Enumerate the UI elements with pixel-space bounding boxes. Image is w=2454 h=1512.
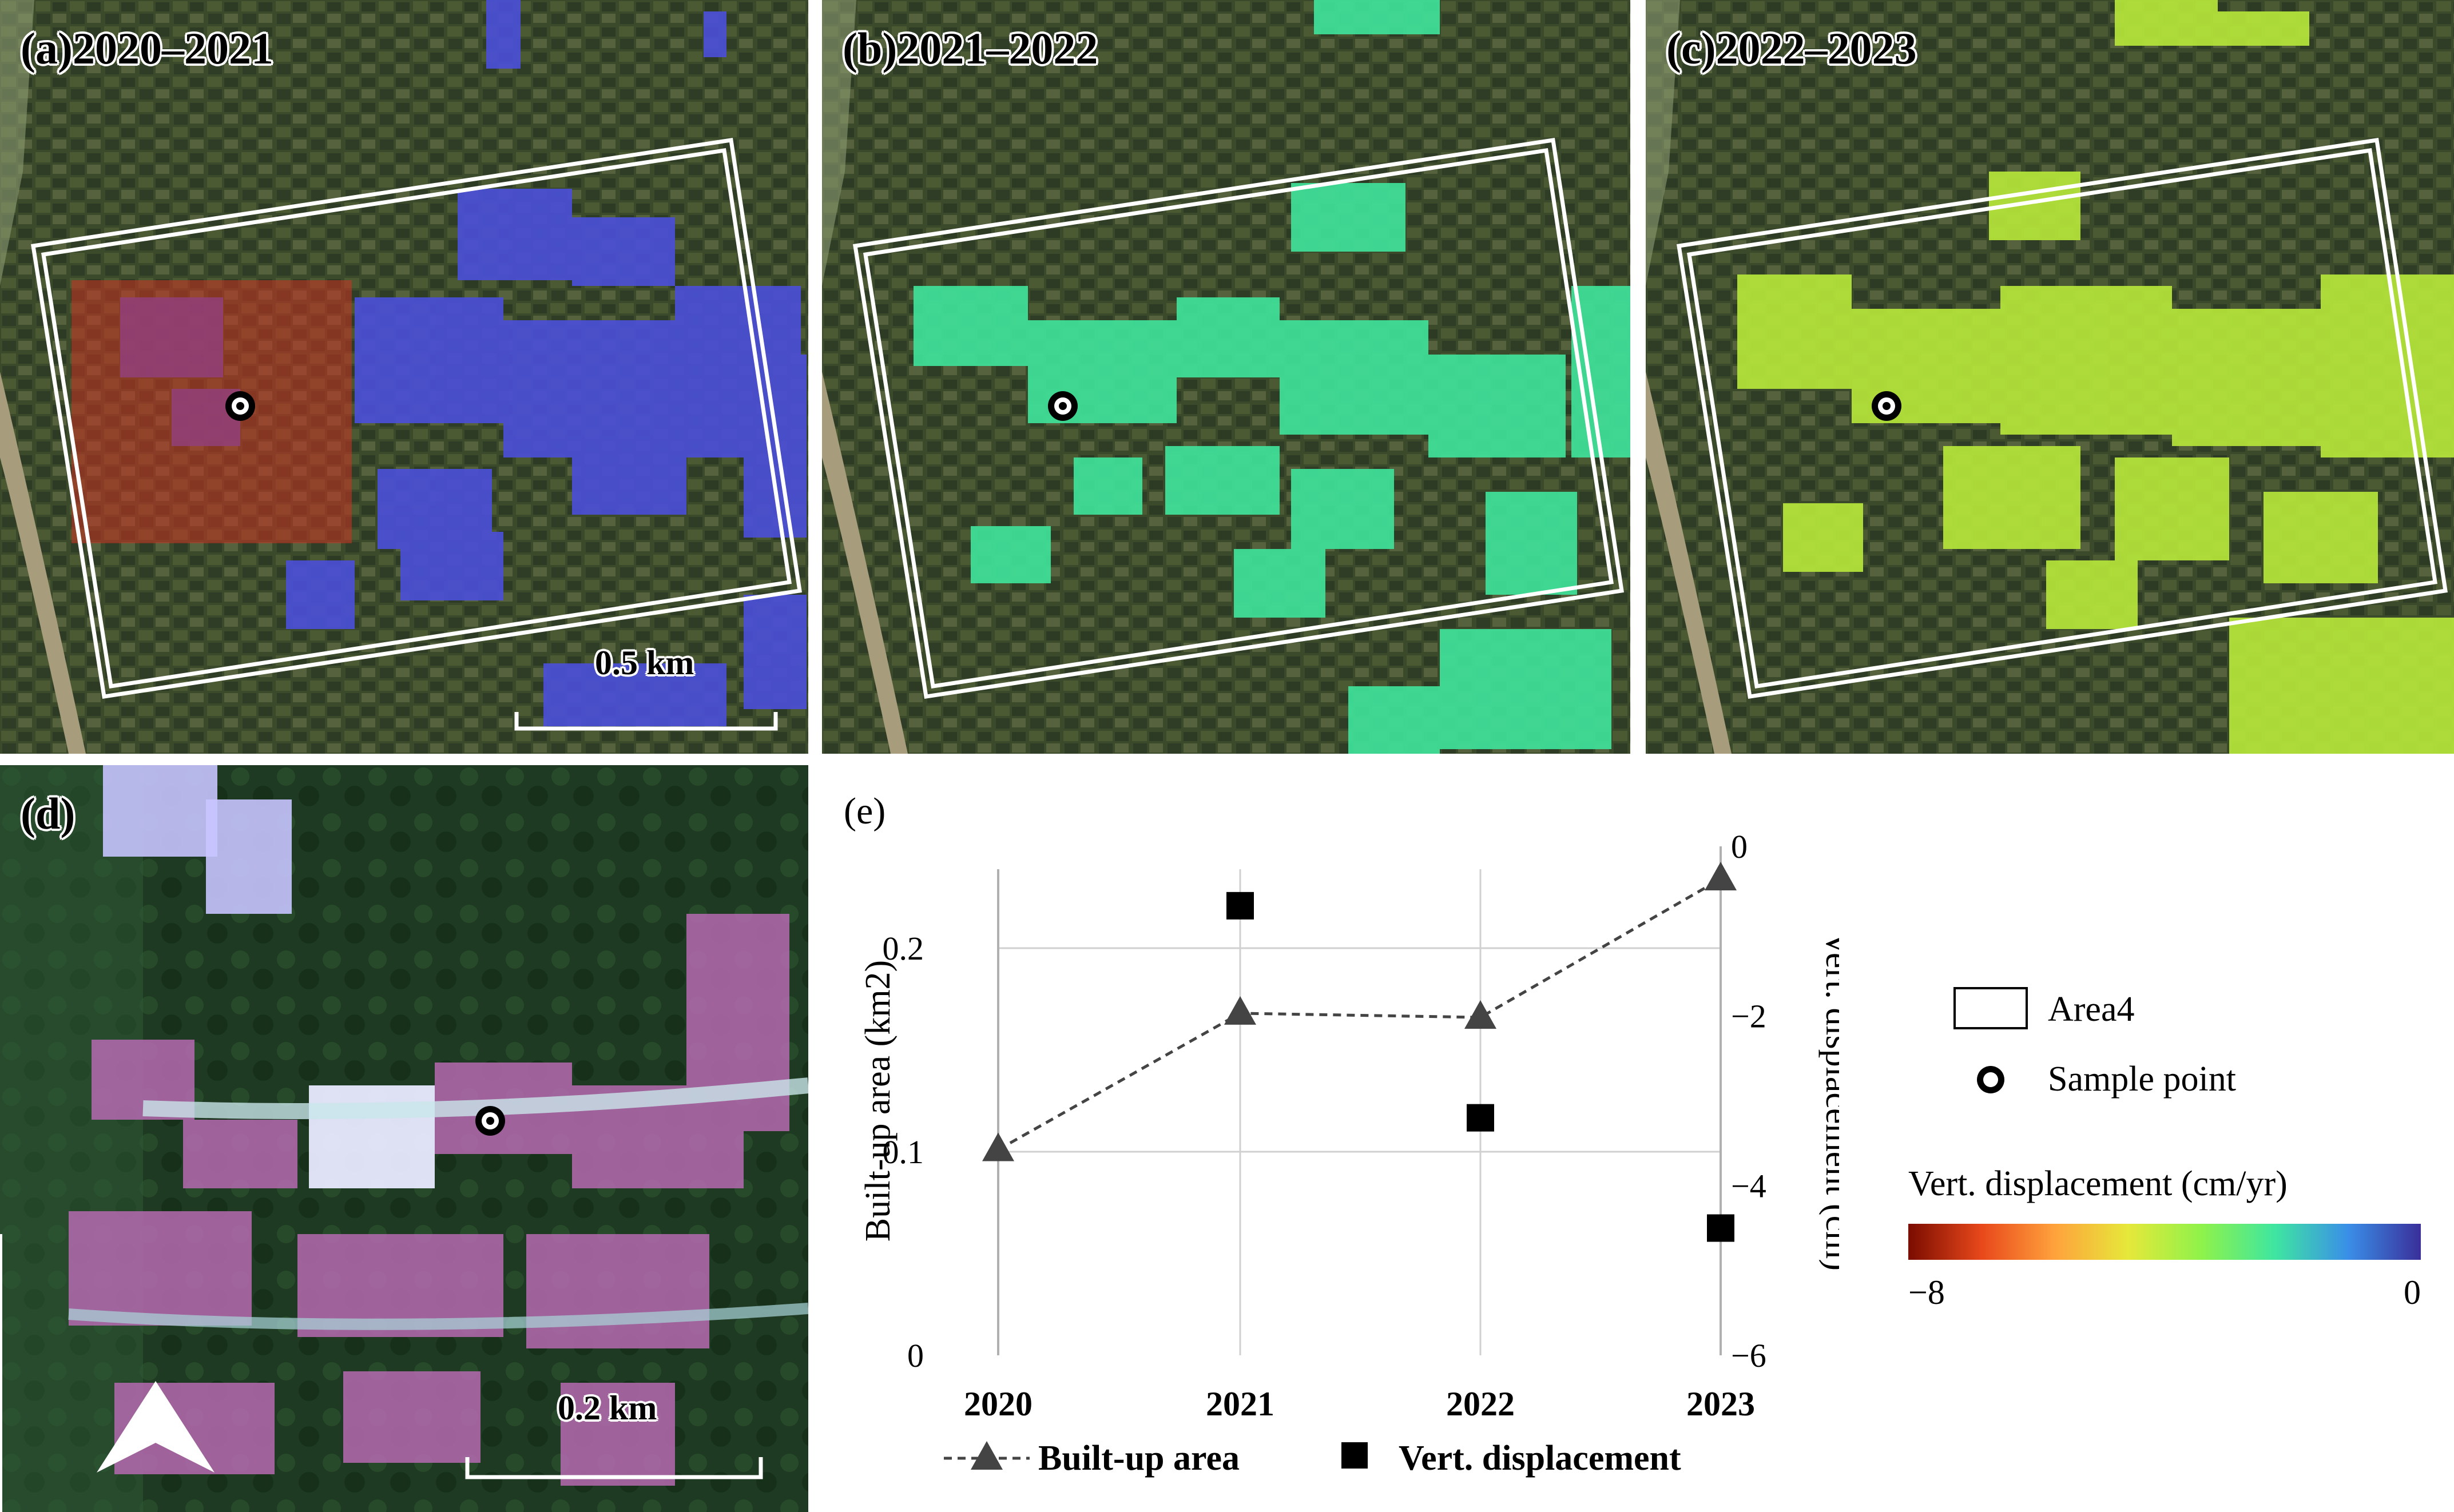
x-tick-label: 2022 [1446,1385,1515,1423]
built-up-area-marker [1224,996,1256,1025]
displacement-marker [1226,892,1254,920]
scale-bar-d [465,1457,763,1479]
scale-label-d: 0.2 km [558,1389,657,1427]
y-tick-right: 0 [1731,828,1748,865]
area4-boundary [30,138,802,699]
built-up-area-line [997,877,1722,1151]
panel-label-e: (e) [844,790,885,832]
area4-boundary [852,138,1624,699]
scale-bar-a [514,712,778,731]
scale-label-a: 0.5 km [595,644,694,682]
legend-label-displacement: Vert. displacement [1399,1439,1681,1478]
x-tick-label: 2020 [964,1385,1033,1423]
panel-label-b: (b)2021–2022 [843,23,1098,73]
y-axis-label-left: Built-up area (km2) [859,960,898,1242]
x-tick-label: 2023 [1686,1385,1755,1423]
panel-label-a: (a)2020–2021 [21,23,273,73]
grid-lines [998,869,1721,1355]
highlight-area [72,280,352,543]
y-tick-right: −6 [1731,1337,1766,1374]
y-tick-right: −2 [1731,998,1766,1035]
y-axis-label-right: Vert. displacement (cm) [1818,931,1839,1271]
map-panel-d: (d) 0.2 km [0,765,808,1512]
area4-boundary [1676,138,2448,699]
north-arrow-icon [97,1381,215,1473]
legend-square-swatch [1341,1442,1368,1469]
displacement-marker [1707,1214,1734,1242]
y-tick-left: 0.2 [883,930,924,967]
map-panel-c: (c)2022–2023 [1646,0,2454,754]
map-legend: Area4 Sample point Vert. displacement (c… [1908,987,2421,1311]
displacement-marker [1467,1104,1494,1132]
legend-triangle-swatch [971,1441,1003,1470]
map-panel-a: (a)2020–2021 0.5 km [0,0,808,754]
colorbar [1908,1224,2421,1260]
colorbar-max-label: 0 [2404,1274,2421,1311]
sample-point-icon [1977,1066,2004,1093]
colorbar-title: Vert. displacement (cm/yr) [1908,1164,2288,1203]
buildings-cluster [103,765,435,1188]
area4-legend-swatch [1953,987,2028,1029]
sample-point-icon [475,1106,505,1136]
panel-label-d: (d) [21,789,76,838]
built-up-area-marker [1464,1000,1496,1029]
sample-point-icon [225,391,255,421]
colorbar-min-label: −8 [1908,1274,1945,1311]
built-up-area-marker [1705,861,1737,890]
legend-sample-label: Sample point [2048,1060,2236,1099]
built-up-area-marker [982,1132,1014,1161]
y-tick-left: 0.1 [883,1133,924,1171]
legend-area-label: Area4 [2048,990,2134,1029]
legend-label-built-up: Built-up area [1038,1439,1240,1478]
sample-point-icon [1048,391,1078,421]
y-tick-left: 0 [907,1337,924,1374]
chart-e: (e) 0 0.1 0.2 0 −2 −4 −6 2020 2021 2022 2023 Bui… [844,790,1839,1478]
y-tick-right: −4 [1731,1167,1766,1204]
sample-point-icon [1872,391,1901,421]
map-panel-b: (b)2021–2022 [822,0,1630,754]
x-tick-label: 2021 [1206,1385,1274,1423]
panel-label-c: (c)2022–2023 [1666,23,1917,73]
